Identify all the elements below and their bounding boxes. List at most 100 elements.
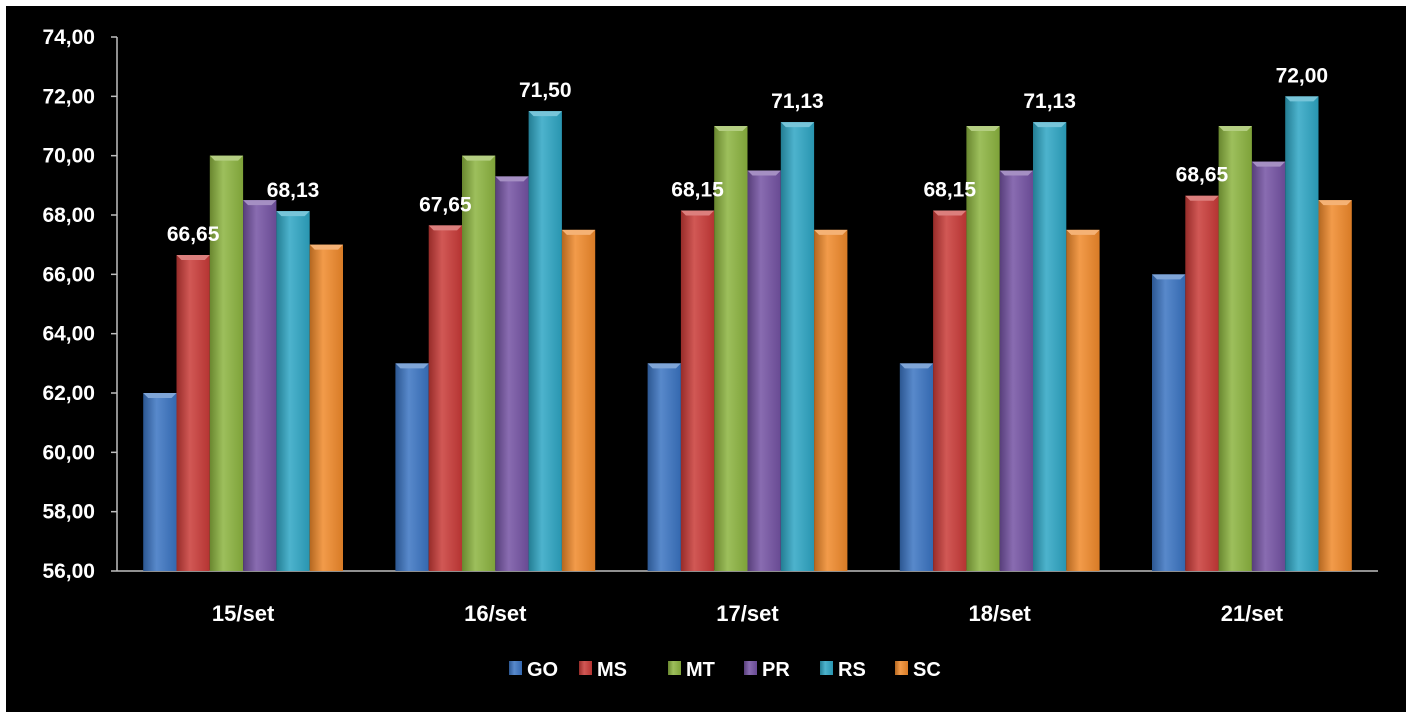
bar-body — [1033, 122, 1067, 571]
bar-go-2 — [647, 363, 681, 571]
bar-body — [999, 170, 1033, 571]
data-label-ms: 68,15 — [923, 179, 976, 202]
legend-item-sc: SC — [895, 659, 941, 681]
y-tick-label: 72,00 — [42, 85, 95, 108]
bar-cap — [1185, 195, 1219, 201]
legend-item-ms: MS — [579, 659, 627, 681]
bar-body — [780, 122, 815, 571]
data-label-ms: 67,65 — [419, 193, 472, 216]
y-tick-label: 62,00 — [42, 382, 95, 405]
bar-sc-1 — [561, 229, 596, 572]
bar-cap — [528, 111, 562, 117]
bar-go-1 — [395, 363, 429, 571]
bar-mt-3 — [966, 126, 1000, 571]
legend-swatch — [579, 661, 592, 675]
bar-sc-4 — [1318, 200, 1352, 571]
bar-cap — [747, 170, 781, 176]
bar-go-4 — [1152, 274, 1186, 571]
bar-cap — [276, 211, 310, 217]
bar-cap — [966, 126, 1000, 131]
bar-body — [747, 170, 781, 571]
bar-body — [680, 210, 715, 572]
y-tick-label: 66,00 — [42, 263, 95, 286]
x-axis-labels: 15/set 16/set 17/set 18/set 21/set — [212, 601, 1284, 626]
bar-cap — [428, 225, 462, 231]
bar-cap — [462, 155, 496, 161]
bar-cap — [1033, 122, 1067, 128]
bar-go-3 — [899, 363, 934, 571]
bar-cap — [495, 176, 529, 182]
bar-body — [428, 225, 462, 571]
x-category-label: 15/set — [212, 601, 275, 626]
bar-body — [528, 111, 562, 572]
y-tick-label: 56,00 — [42, 560, 95, 583]
legend-item-rs: RS — [820, 659, 866, 681]
bar-rs-1 — [528, 111, 562, 572]
legend-label: GO — [527, 659, 558, 681]
y-tick-label: 68,00 — [42, 204, 95, 227]
legend-item-mt: MT — [668, 659, 715, 681]
bar-pr-4 — [1251, 161, 1286, 571]
y-tick-label: 58,00 — [42, 501, 95, 524]
bar-body — [899, 363, 934, 571]
legend-label: MT — [686, 659, 715, 681]
bar-body — [814, 229, 848, 572]
bar-cap — [933, 210, 967, 216]
legend-swatch — [820, 661, 833, 675]
bar-rs-3 — [1033, 122, 1067, 571]
bar-ms-3 — [933, 210, 967, 572]
bar-body — [1152, 274, 1186, 571]
y-tick-label: 60,00 — [42, 441, 95, 464]
bar-cap — [209, 155, 244, 161]
bar-pr-1 — [495, 176, 529, 571]
legend-label: RS — [838, 659, 866, 681]
bar-rs-4 — [1285, 96, 1319, 571]
legend: GO MS MT PR RS SC — [509, 659, 941, 681]
bar-cap — [1251, 161, 1286, 167]
bar-sc-0 — [309, 244, 343, 571]
bar-cap — [143, 393, 177, 398]
bar-cap — [176, 255, 210, 261]
bar-go-0 — [143, 393, 177, 571]
bar-cap — [714, 126, 748, 131]
legend-swatch — [744, 661, 757, 675]
bar-cap — [1066, 229, 1100, 235]
bar-cap — [814, 229, 848, 235]
bar-cap — [1285, 96, 1319, 102]
legend-label: SC — [913, 659, 941, 681]
bar-body — [143, 393, 177, 571]
bar-mt-1 — [462, 155, 496, 571]
x-category-label: 18/set — [969, 601, 1032, 626]
bar-body — [714, 126, 748, 571]
bar-cap — [1152, 274, 1186, 280]
bar-body — [1066, 229, 1100, 572]
chart-frame: 56,00 58,00 60,00 62,00 64,00 66,00 68,00 70,00… — [6, 6, 1406, 712]
bar-ms-1 — [428, 225, 462, 571]
data-label-rs: 71,50 — [519, 79, 572, 102]
bar-body — [495, 176, 529, 571]
x-category-label: 16/set — [464, 601, 527, 626]
bar-pr-0 — [243, 200, 277, 571]
bar-sc-2 — [814, 229, 848, 572]
legend-item-go: GO — [509, 659, 558, 681]
bar-cap — [395, 363, 429, 369]
x-category-label: 21/set — [1221, 601, 1284, 626]
data-label-ms: 66,65 — [167, 223, 220, 246]
data-label-rs: 71,13 — [771, 90, 824, 113]
bar-cap — [1318, 200, 1352, 206]
bar-body — [176, 255, 210, 572]
bar-body — [209, 155, 244, 571]
bar-ms-4 — [1185, 195, 1219, 571]
data-label-rs: 72,00 — [1276, 64, 1329, 87]
bar-cap — [680, 210, 715, 216]
data-label-ms: 68,65 — [1176, 164, 1229, 187]
bar-mt-0 — [209, 155, 244, 571]
bar-body — [561, 229, 596, 572]
bar-body — [1318, 200, 1352, 571]
legend-swatch — [668, 661, 681, 675]
bar-body — [1251, 161, 1286, 571]
y-axis-ticks: 56,00 58,00 60,00 62,00 64,00 66,00 68,00 70,00… — [42, 26, 117, 583]
bar-body — [309, 244, 343, 571]
bars — [143, 96, 1352, 572]
bar-rs-0 — [276, 211, 310, 572]
